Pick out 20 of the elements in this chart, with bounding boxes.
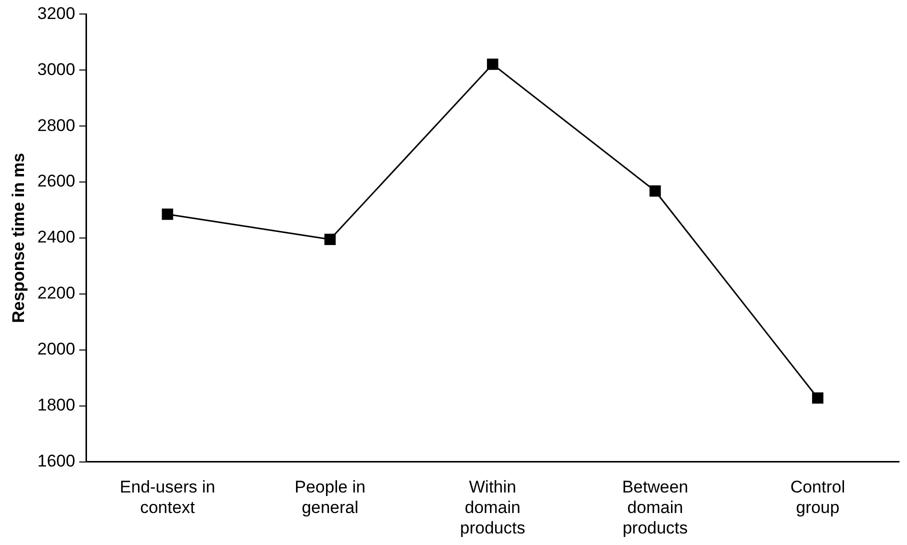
y-tick-label: 2200 — [37, 284, 76, 303]
y-tick-label: 3000 — [37, 60, 76, 79]
y-tick-label: 3200 — [37, 4, 76, 23]
point — [486, 58, 498, 70]
y-tick-label: 1800 — [37, 396, 76, 415]
y-tick-label: 2600 — [37, 172, 76, 191]
y-axis-title: Response time in ms — [8, 152, 28, 324]
x-tick-label: Between domain products — [622, 478, 688, 538]
x-tick-label: End-users in context — [120, 478, 216, 518]
y-tick-label: 2800 — [37, 116, 76, 135]
point — [650, 185, 661, 197]
point — [162, 208, 174, 220]
point — [812, 392, 824, 404]
x-tick-label: People in general — [294, 478, 366, 518]
y-tick-label: 2400 — [37, 228, 76, 247]
y-tick-label: 2000 — [37, 340, 76, 359]
x-tick-label: Control group — [790, 478, 846, 518]
y-tick-label: 1600 — [37, 451, 76, 470]
x-tick-label: Within domain products — [460, 478, 526, 538]
point — [324, 234, 336, 246]
